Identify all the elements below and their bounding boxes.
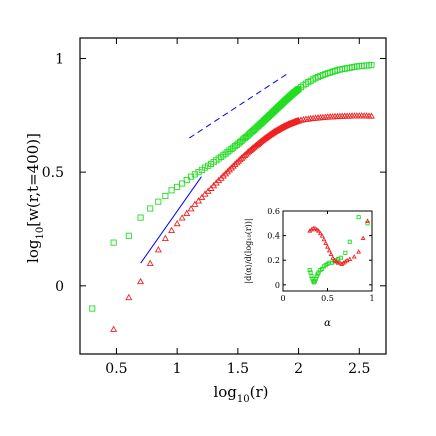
- green-square-point: [110, 239, 117, 246]
- inset-red-triangle-point: [312, 225, 318, 231]
- inset-red-triangle-point: [328, 251, 334, 257]
- y-tick-label: 0.5: [42, 165, 64, 181]
- x-tick-label: 0: [280, 294, 285, 303]
- inset-red-triangle-point: [347, 256, 353, 261]
- inset-red-triangle-point: [326, 247, 332, 253]
- red-triangle-point: [225, 165, 233, 173]
- red-triangle-point: [234, 157, 242, 164]
- green-square-point: [89, 305, 96, 312]
- red-triangle-point: [161, 234, 169, 241]
- red-triangle-point: [146, 259, 154, 266]
- red-triangle-point: [198, 193, 206, 201]
- x-tick-label: 1: [173, 361, 182, 377]
- red-triangle-point: [137, 277, 145, 285]
- red-triangle-point: [173, 219, 181, 227]
- solid-reference-line: [140, 176, 202, 264]
- x-tick-label: 0.5: [321, 294, 334, 303]
- inset-green-square-point: [313, 276, 318, 281]
- green-square-point: [224, 149, 231, 156]
- inset-red-triangle-point: [325, 244, 330, 249]
- y-tick-label: 0: [275, 281, 280, 290]
- y-tick-label: 0.4: [267, 232, 280, 241]
- inset-red-triangle-point: [332, 257, 338, 263]
- inset-green-square-point: [307, 268, 312, 273]
- inset-green-square-point: [338, 255, 343, 260]
- inset-green-square-point: [312, 279, 318, 284]
- main-plot-markers: [89, 62, 375, 332]
- inset-red-triangle-point: [323, 240, 329, 245]
- red-triangle-point: [187, 205, 195, 212]
- inset-green-square-point: [327, 260, 332, 265]
- inset-plot-markers: [307, 215, 370, 285]
- inset-green-square-point: [365, 221, 370, 226]
- inset-red-triangle-point: [333, 259, 339, 264]
- y-tick-label: 0.2: [267, 256, 280, 265]
- x-tick-label: 2.5: [348, 361, 370, 377]
- x-tick-label: 1: [369, 294, 374, 303]
- main-axis-ticks: 0.5 1 1.5 2 2.5 0 0.5 1: [42, 38, 386, 377]
- green-square-point: [125, 232, 132, 239]
- inset-green-square-point: [314, 274, 319, 279]
- red-triangle-point: [168, 226, 176, 234]
- inset-green-square-point: [308, 270, 313, 275]
- green-square-point: [137, 214, 144, 221]
- red-triangle-point: [178, 214, 186, 221]
- red-triangle-point: [231, 160, 239, 167]
- red-triangle-point: [367, 112, 375, 119]
- red-triangle-point: [229, 162, 237, 169]
- red-triangle-point: [299, 115, 307, 123]
- main-plot-frame: [79, 37, 387, 355]
- inset-y-axis-label: |d⟨α⟩/d(log₁₀(r))|: [244, 218, 253, 283]
- inset-green-square-point: [356, 215, 361, 220]
- red-triangle-point: [201, 190, 209, 197]
- x-tick-label: 1.5: [227, 361, 249, 377]
- green-square-point: [183, 177, 190, 184]
- inset-red-triangle-point: [356, 249, 362, 254]
- red-triangle-point: [304, 115, 312, 122]
- inset-red-triangle-point: [314, 227, 320, 232]
- red-triangle-point: [227, 164, 235, 171]
- green-square-point: [179, 180, 186, 187]
- green-square-point: [168, 187, 175, 194]
- y-tick-label: 0: [55, 279, 64, 295]
- inset-red-triangle-point: [330, 255, 336, 260]
- inset-red-triangle-point: [319, 233, 325, 238]
- green-square-point: [155, 198, 162, 205]
- x-tick-label: 2: [294, 361, 303, 377]
- inset-red-triangle-point: [317, 230, 323, 236]
- green-square-point: [147, 205, 154, 212]
- inset-plot-frame: [282, 210, 373, 292]
- red-triangle-point: [183, 209, 191, 216]
- green-square-point: [368, 62, 375, 69]
- inset-red-triangle-point: [360, 235, 366, 241]
- red-triangle-point: [110, 325, 118, 332]
- green-square-point: [222, 150, 229, 157]
- inset-red-triangle-point: [337, 260, 343, 265]
- red-triangle-point: [191, 200, 199, 207]
- inset-green-square-point: [343, 250, 348, 255]
- y-tick-label: 1: [55, 51, 64, 67]
- inset-green-square-point: [309, 274, 314, 279]
- red-triangle-point: [233, 158, 241, 166]
- inset-axis-ticks: 0 0.5 1 0 0.2 0.4 0.6: [267, 207, 374, 303]
- inset-red-triangle-point: [365, 218, 370, 223]
- x-tick-label: 0.5: [105, 361, 127, 377]
- inset-x-axis-label: α: [324, 318, 331, 329]
- red-triangle-point: [295, 116, 303, 124]
- inset-red-triangle-point: [316, 228, 322, 233]
- x-axis-label: log10(r): [213, 383, 268, 405]
- inset-red-triangle-point: [321, 236, 327, 242]
- main-reference-lines: [140, 73, 287, 264]
- green-square-point: [174, 183, 181, 190]
- red-triangle-point: [195, 197, 203, 204]
- green-square-point: [293, 87, 301, 94]
- red-triangle-point: [125, 293, 133, 301]
- inset-red-triangle-point: [351, 254, 357, 259]
- inset-green-square-point: [347, 239, 352, 244]
- y-tick-label: 0.6: [267, 207, 280, 216]
- y-axis-label: log10[w(r,t=400)]: [24, 133, 46, 263]
- green-square-point: [162, 192, 169, 200]
- red-triangle-point: [154, 246, 162, 253]
